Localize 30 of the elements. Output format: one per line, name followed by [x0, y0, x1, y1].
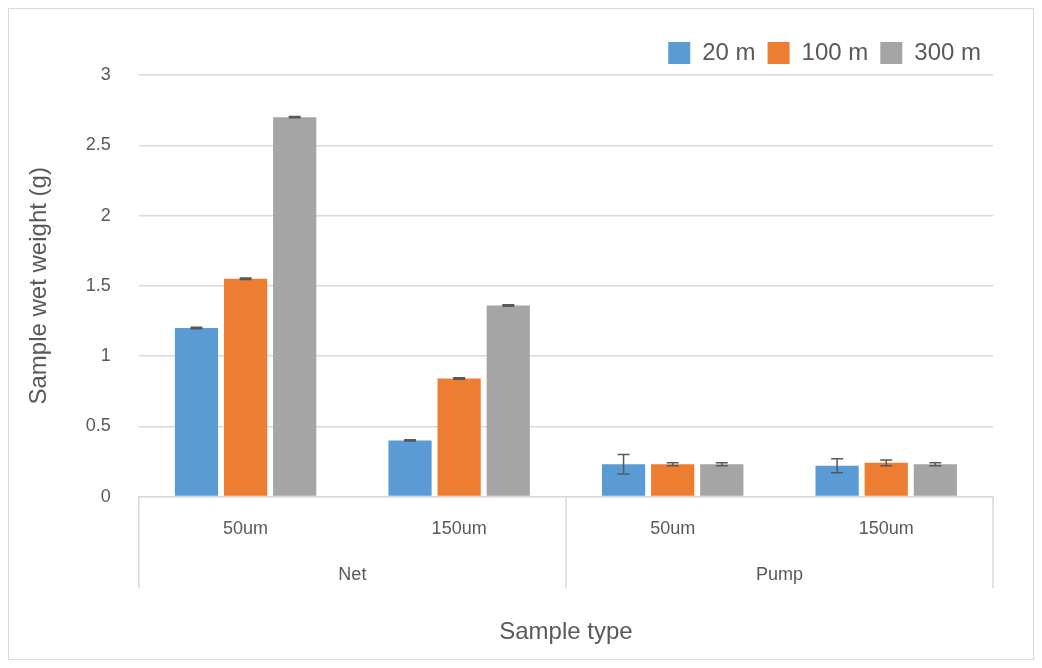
y-tick-label: 3: [100, 63, 111, 84]
x-axis-title: Sample type: [499, 617, 633, 645]
text: Pump: [755, 563, 803, 584]
bar: [437, 378, 481, 496]
x-tick-label: 150um: [858, 518, 914, 539]
legend-label: 100 m: [801, 37, 869, 65]
bar: [651, 464, 695, 496]
y-tick-label: 0.5: [85, 415, 111, 436]
bar: [913, 464, 957, 496]
legend-label: 300 m: [914, 37, 981, 65]
y-tick-label: 2: [100, 204, 111, 225]
bar: [864, 462, 908, 496]
text: Net: [338, 563, 367, 584]
y-tick-label: 0: [100, 485, 111, 506]
bar: [223, 278, 268, 496]
bar: [700, 464, 744, 496]
bar: [388, 440, 432, 496]
x-tick-label: 150um: [431, 518, 487, 539]
bar: [174, 327, 219, 496]
y-tick-label: 1.5: [85, 274, 111, 295]
y-axis-title: Sample wet weight (g): [24, 167, 52, 405]
bar: [486, 305, 530, 496]
y-tick-label: 1: [100, 345, 111, 366]
bar: [815, 465, 859, 496]
x-tick-label: 50um: [650, 518, 696, 539]
bar: [601, 464, 646, 496]
y-tick-label: 2.5: [85, 134, 111, 155]
x-tick-label: 50um: [223, 518, 269, 539]
legend-label: 20 m: [702, 37, 756, 65]
bar: [273, 117, 317, 496]
